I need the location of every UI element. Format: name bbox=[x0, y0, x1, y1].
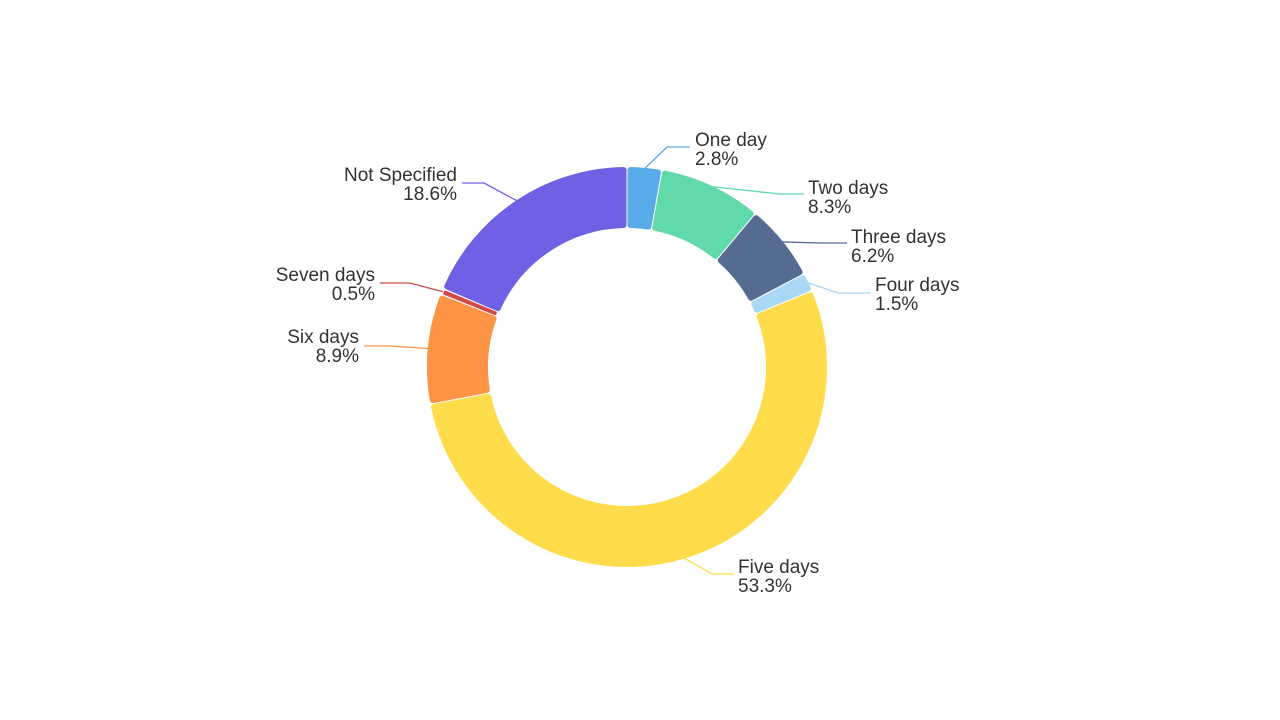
leader-line-six-days bbox=[364, 345, 429, 350]
slice-not-specified[interactable] bbox=[444, 167, 627, 312]
slice-label: One day bbox=[695, 130, 767, 151]
slice-six-days[interactable] bbox=[427, 295, 497, 404]
donut-slices bbox=[427, 167, 827, 567]
slice-seven-days[interactable] bbox=[443, 290, 497, 316]
leader-line-two-days bbox=[711, 185, 804, 195]
slice-label: Two days bbox=[808, 178, 888, 199]
slice-label: Five days bbox=[738, 557, 819, 578]
slice-percent-label: 18.6% bbox=[403, 184, 457, 205]
slice-one-day[interactable] bbox=[627, 167, 661, 230]
slice-label: Four days bbox=[875, 275, 959, 296]
leader-line-three-days bbox=[781, 241, 847, 244]
slice-percent-label: 0.5% bbox=[332, 284, 375, 305]
slice-label: Not Specified bbox=[344, 165, 457, 186]
slice-three-days[interactable] bbox=[717, 215, 803, 301]
slice-percent-label: 1.5% bbox=[875, 294, 918, 315]
slice-percent-label: 2.8% bbox=[695, 149, 738, 170]
leader-line-five-days bbox=[683, 557, 734, 575]
slice-percent-label: 8.3% bbox=[808, 197, 851, 218]
slice-percent-label: 8.9% bbox=[316, 346, 359, 367]
leader-line-one-day bbox=[644, 146, 690, 170]
slice-percent-label: 53.3% bbox=[738, 576, 792, 597]
leader-lines bbox=[364, 146, 871, 575]
slice-label: Seven days bbox=[276, 265, 375, 286]
leader-line-four-days bbox=[807, 282, 871, 294]
leader-line-not-specified bbox=[462, 182, 518, 202]
leader-line-seven-days bbox=[380, 282, 443, 293]
slice-five-days[interactable] bbox=[431, 292, 827, 567]
slice-two-days[interactable] bbox=[652, 170, 754, 259]
slice-label: Six days bbox=[287, 327, 359, 348]
slice-four-days[interactable] bbox=[751, 275, 811, 313]
slice-percent-label: 6.2% bbox=[851, 246, 894, 267]
slice-label: Three days bbox=[851, 227, 946, 248]
